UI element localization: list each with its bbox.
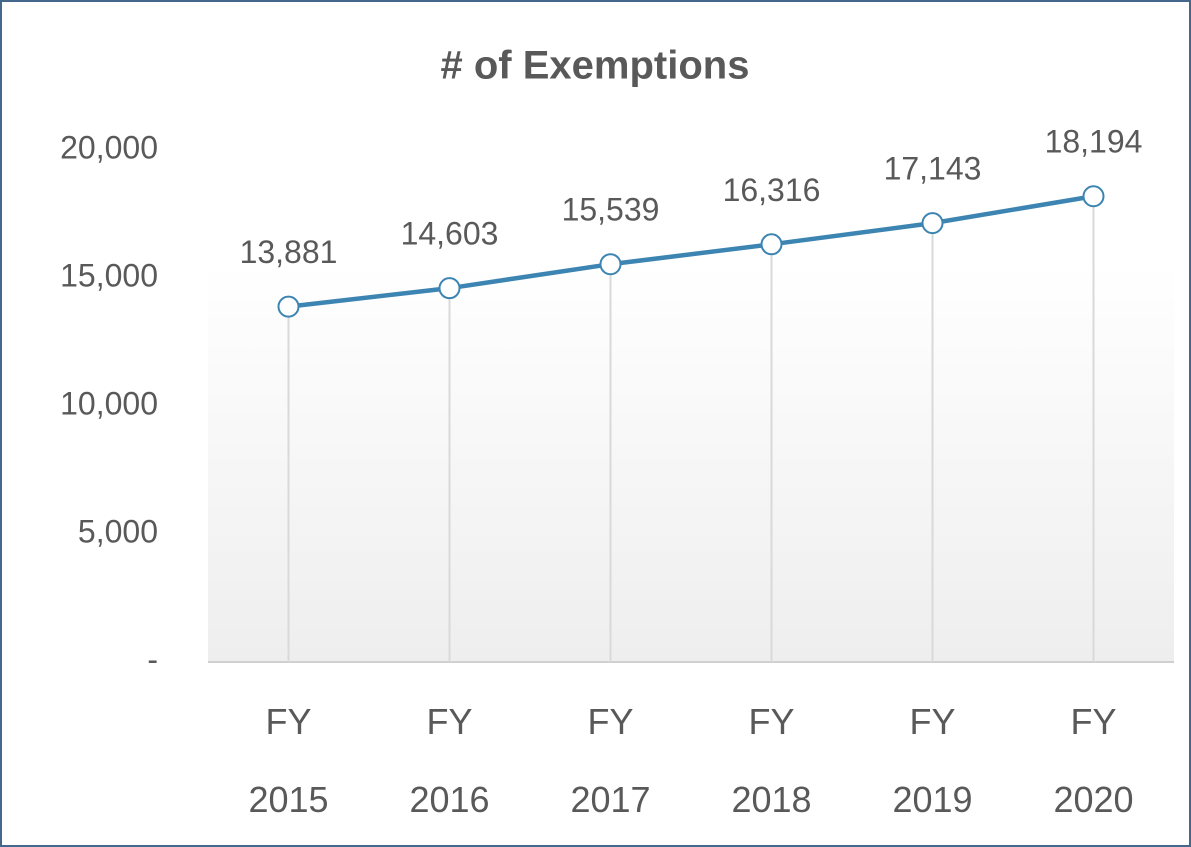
x-tick-label: FY 2017 [570,701,651,820]
x-tick-label: FY 2016 [409,701,490,820]
marker [599,253,622,276]
marker [1082,185,1105,208]
y-tick-label: 15,000 [60,257,158,293]
data-label: 15,539 [562,192,660,228]
data-label: 13,881 [240,234,338,270]
data-label: 17,143 [884,151,982,187]
data-label: 16,316 [723,172,821,208]
marker [438,277,461,300]
line [288,194,1094,309]
y-tick-label: 10,000 [60,385,158,421]
marker [277,295,300,318]
x-tick-label: FY 2015 [248,701,329,820]
marker [921,212,944,235]
data-label: 18,194 [1045,124,1143,160]
data-label: 14,603 [401,216,499,252]
chart-title: # of Exemptions [441,44,750,88]
x-tick-label: FY 2018 [731,701,812,820]
y-tick-label: 5,000 [78,513,158,549]
y-tick-label: - [147,641,158,677]
marker [760,233,783,256]
y-tick-label: 20,000 [60,129,158,165]
plot-area [208,150,1174,662]
x-tick-label: FY 2019 [892,701,973,820]
x-tick-label: FY 2020 [1053,701,1134,820]
